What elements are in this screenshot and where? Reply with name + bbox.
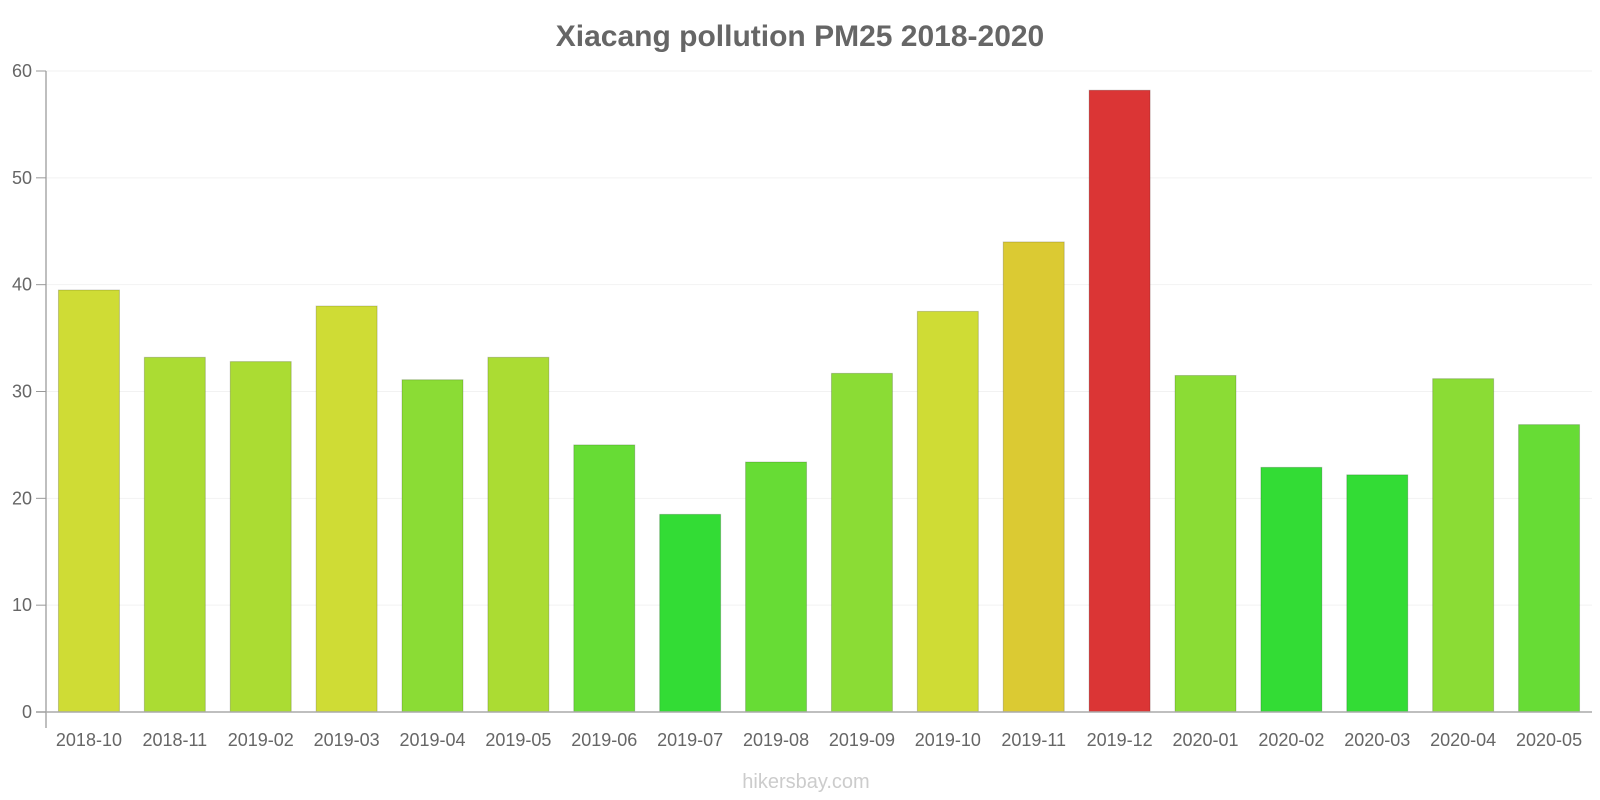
bar-2020-05[interactable] <box>1518 424 1581 713</box>
chart-title: Xiacang pollution PM25 2018-2020 <box>556 20 1045 53</box>
bar-2019-02[interactable] <box>229 361 292 713</box>
x-tick-label: 2019-10 <box>915 730 981 750</box>
x-tick-label: 2019-09 <box>829 730 895 750</box>
x-tick-label: 2019-05 <box>485 730 551 750</box>
bar-2020-02[interactable] <box>1260 466 1323 713</box>
x-axis-ticks: 2018-10 2018-11 2019-02 2019-03 2019-04 2019-… <box>56 730 1582 750</box>
x-tick-label: 2019-03 <box>314 730 380 750</box>
x-tick-label: 2019-11 <box>1001 730 1066 750</box>
bars <box>57 89 1581 713</box>
x-tick-label: 2018-10 <box>56 730 122 750</box>
y-axis-ticks: 0 10 20 30 40 50 60 <box>12 61 46 722</box>
y-tick-label: 10 <box>12 595 32 615</box>
y-tick-label: 0 <box>22 702 32 722</box>
y-tick-label: 60 <box>12 61 32 81</box>
bar-2019-08[interactable] <box>745 461 808 713</box>
bar-2019-04[interactable] <box>401 379 464 713</box>
bar-2020-03[interactable] <box>1346 474 1409 713</box>
x-tick-label: 2018-11 <box>142 730 207 750</box>
bar-2020-01[interactable] <box>1174 374 1237 713</box>
bar-2019-12[interactable] <box>1088 89 1151 713</box>
x-tick-label: 2020-03 <box>1344 730 1410 750</box>
bar-2019-06[interactable] <box>573 444 636 713</box>
x-tick-label: 2019-04 <box>399 730 465 750</box>
x-tick-label: 2019-07 <box>657 730 723 750</box>
x-tick-label: 2019-06 <box>571 730 637 750</box>
bar-2019-05[interactable] <box>487 356 550 713</box>
x-tick-label: 2019-12 <box>1087 730 1153 750</box>
x-tick-label: 2019-02 <box>228 730 294 750</box>
bar-2019-03[interactable] <box>315 305 378 713</box>
bar-2019-10[interactable] <box>916 310 979 713</box>
x-tick-label: 2019-08 <box>743 730 809 750</box>
grid-lines <box>46 70 1592 606</box>
y-tick-label: 20 <box>12 488 32 508</box>
x-tick-label: 2020-01 <box>1172 730 1238 750</box>
bar-2018-11[interactable] <box>143 356 206 713</box>
bar-2020-04[interactable] <box>1432 378 1495 713</box>
axes <box>36 71 1592 728</box>
y-tick-label: 50 <box>12 168 32 188</box>
y-tick-label: 30 <box>12 382 32 402</box>
watermark-text: hikersbay.com <box>742 771 869 793</box>
y-tick-label: 40 <box>12 275 32 295</box>
bar-2019-09[interactable] <box>830 372 893 713</box>
bar-2018-10[interactable] <box>57 289 120 713</box>
bar-2019-11[interactable] <box>1002 241 1065 713</box>
bar-2019-07[interactable] <box>659 513 722 713</box>
x-tick-label: 2020-05 <box>1516 730 1582 750</box>
x-tick-label: 2020-04 <box>1430 730 1496 750</box>
x-tick-label: 2020-02 <box>1258 730 1324 750</box>
